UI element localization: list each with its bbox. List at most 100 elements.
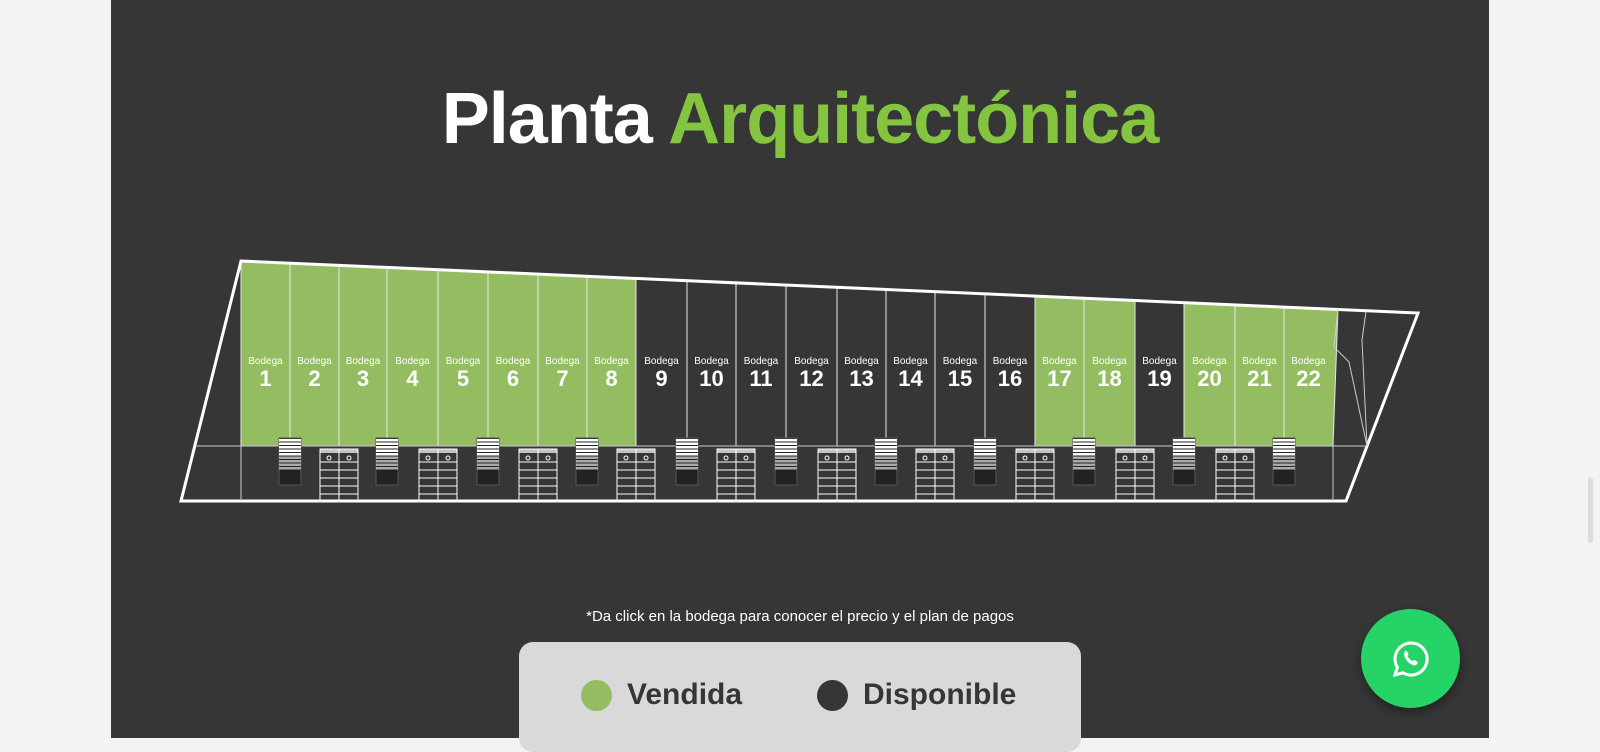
bodega-number: 6: [507, 366, 519, 391]
bodega-number: 17: [1047, 366, 1071, 391]
bodega-number: 7: [556, 366, 568, 391]
bodega-label: Bodega: [1192, 356, 1227, 367]
bodega-number: 18: [1097, 366, 1121, 391]
bodega-label: Bodega: [1242, 356, 1277, 367]
bodega-label: Bodega: [644, 356, 679, 367]
bodega-label: Bodega: [248, 356, 283, 367]
bodega-label: Bodega: [744, 356, 779, 367]
bodega-label: Bodega: [446, 356, 481, 367]
restroom-icon: [915, 448, 955, 502]
bodega-number: 16: [998, 366, 1022, 391]
restroom-icon: [319, 448, 359, 502]
title-part1: Planta: [441, 79, 653, 159]
bodega-label: Bodega: [1291, 356, 1326, 367]
bodega-label: Bodega: [893, 356, 928, 367]
legend-sold: Vendida: [581, 678, 742, 712]
restroom-icon: [716, 448, 756, 502]
stairs-icon: [973, 437, 997, 486]
bodega-label: Bodega: [594, 356, 629, 367]
restroom-icon: [518, 448, 558, 502]
bodega-label: Bodega: [794, 356, 829, 367]
bodega-area[interactable]: [289, 262, 340, 447]
bodega-number: 13: [849, 366, 873, 391]
stairs-icon: [375, 437, 399, 486]
whatsapp-icon: [1392, 640, 1429, 677]
restroom-icon: [817, 448, 857, 502]
bodega-number: 2: [308, 366, 320, 391]
title-part2: Arquitectónica: [668, 79, 1159, 159]
bodega-label: Bodega: [1142, 356, 1177, 367]
bodega-number: 5: [457, 366, 469, 391]
restroom-icon: [1115, 448, 1155, 502]
page-title: Planta Arquitectónica: [0, 78, 1600, 160]
whatsapp-button[interactable]: [1361, 609, 1460, 708]
bodega-number: 14: [898, 366, 923, 391]
stairs-icon: [1172, 437, 1196, 486]
restroom-icon: [1215, 448, 1255, 502]
bodega-label: Bodega: [496, 356, 531, 367]
stairs-icon: [1072, 437, 1096, 486]
scrollbar[interactable]: [1588, 477, 1593, 543]
bodega-number: 9: [655, 366, 667, 391]
available-dot-icon: [817, 679, 848, 711]
bodega-label: Bodega: [844, 356, 879, 367]
bodega-number: 19: [1147, 366, 1171, 391]
bodega-label: Bodega: [297, 356, 332, 367]
plan-outline: [179, 259, 1421, 503]
stairs-icon: [675, 437, 699, 486]
restroom-icon: [418, 448, 458, 502]
legend-available-label: Disponible: [863, 678, 1017, 711]
stairs-icon: [278, 437, 302, 486]
ramp-line: [1361, 310, 1368, 447]
bodega-number: 12: [799, 366, 823, 391]
bodega-label: Bodega: [545, 356, 580, 367]
bodega-number: 8: [605, 366, 617, 391]
stairs-icon: [476, 437, 500, 486]
legend: Vendida Disponible: [519, 642, 1081, 752]
stairs-icon: [874, 437, 898, 486]
stairs-icon: [774, 437, 798, 486]
restroom-icon: [1015, 448, 1055, 502]
bodega-number: 10: [699, 366, 723, 391]
restroom-icon: [616, 448, 656, 502]
ramp-line: [1333, 308, 1368, 447]
bodega-number: 4: [406, 366, 419, 391]
bodega-number: 3: [357, 366, 369, 391]
click-instruction: *Da click en la bodega para conocer el p…: [586, 608, 1014, 625]
bodega-label: Bodega: [346, 356, 381, 367]
stairs-icon: [1272, 437, 1296, 486]
bodega-area[interactable]: [240, 260, 291, 447]
bodega-number: 15: [948, 366, 972, 391]
legend-available: Disponible: [817, 678, 1016, 712]
bodega-label: Bodega: [1042, 356, 1077, 367]
stairs-icon: [575, 437, 599, 486]
legend-sold-label: Vendida: [627, 678, 743, 711]
bodega-number: 20: [1197, 366, 1221, 391]
bodega-number: 22: [1296, 366, 1320, 391]
bodega-label: Bodega: [694, 356, 729, 367]
bodega-label: Bodega: [993, 356, 1028, 367]
